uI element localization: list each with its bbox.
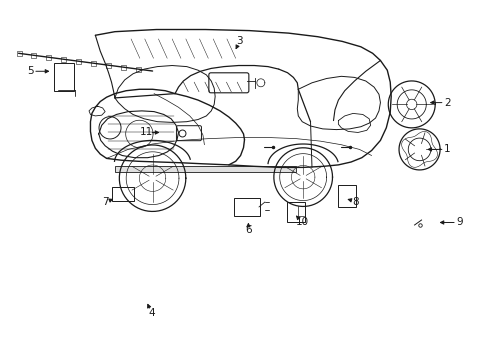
Text: 8: 8 — [352, 197, 359, 207]
FancyBboxPatch shape — [233, 198, 260, 216]
FancyBboxPatch shape — [54, 63, 73, 91]
Bar — [91, 60, 96, 66]
Bar — [61, 57, 66, 62]
Text: 5: 5 — [27, 66, 34, 76]
Text: 2: 2 — [443, 98, 450, 108]
FancyBboxPatch shape — [286, 202, 304, 222]
Bar — [46, 55, 51, 60]
Text: 4: 4 — [148, 308, 155, 318]
Bar — [115, 166, 295, 172]
Text: 1: 1 — [443, 144, 450, 154]
Bar — [121, 64, 125, 69]
Text: 11: 11 — [140, 127, 153, 138]
Bar — [106, 63, 111, 68]
Bar — [76, 59, 81, 64]
Bar — [31, 53, 37, 58]
FancyBboxPatch shape — [176, 126, 201, 141]
FancyBboxPatch shape — [208, 73, 248, 93]
Ellipse shape — [99, 117, 121, 139]
Bar — [17, 51, 21, 56]
Text: 6: 6 — [244, 225, 251, 235]
Text: 9: 9 — [455, 217, 462, 228]
Text: 7: 7 — [102, 197, 108, 207]
Bar — [135, 67, 141, 72]
Text: 3: 3 — [236, 36, 243, 46]
FancyBboxPatch shape — [338, 185, 355, 207]
Text: 10: 10 — [295, 217, 308, 228]
FancyBboxPatch shape — [112, 188, 134, 201]
